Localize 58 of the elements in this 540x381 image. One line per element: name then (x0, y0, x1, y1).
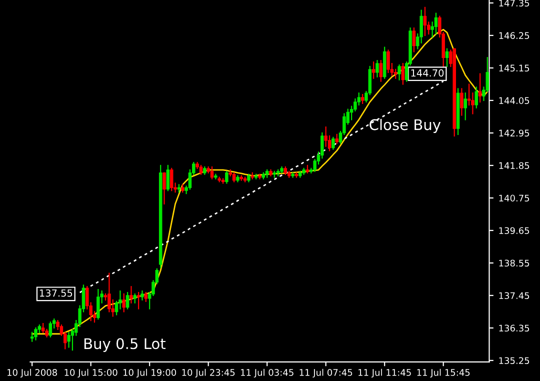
candlestick (474, 86, 478, 108)
candlestick (122, 293, 126, 312)
annotation: 144.70 (411, 69, 444, 77)
y-tick-label: 141.85 (499, 162, 530, 170)
x-tick-label: 10 Jul 19:00 (124, 368, 176, 378)
y-tick-label: 139.65 (499, 227, 530, 234)
x-tick-label: 10 Jul 2008 (8, 368, 58, 378)
y-tick-label: 135.25 (499, 357, 530, 364)
candlestick (162, 172, 166, 204)
candlestick (166, 164, 170, 192)
y-tick-label: 140.75 (499, 194, 530, 202)
candlestick (291, 172, 294, 178)
candlestick (258, 174, 262, 180)
candlestick (445, 48, 449, 68)
candlestick (376, 60, 379, 78)
x-tick-label: 10 Jul 23:45 (182, 368, 235, 378)
y-tick-label: 146.25 (499, 32, 530, 40)
x-tick-label: 10 Jul 15:00 (64, 368, 118, 378)
candlestick (48, 322, 52, 338)
candlestick (464, 92, 468, 120)
y-tick-label: 142.95 (499, 130, 530, 137)
annotation: 137.55 (40, 289, 72, 297)
candlestick (210, 166, 214, 180)
candlestick (386, 50, 390, 73)
candlestick (478, 73, 482, 102)
annotation: Close Buy (370, 118, 441, 134)
candlestick (170, 168, 174, 192)
y-tick-label: 144.05 (499, 97, 530, 104)
annotation: Buy 0.5 Lot (84, 338, 166, 352)
candlestick (372, 61, 376, 79)
candlestick (412, 28, 416, 52)
candlestick (401, 62, 405, 85)
candlestick (136, 292, 140, 310)
y-tick-label: 145.15 (499, 64, 530, 72)
candlestick (332, 136, 335, 150)
y-tick-label: 136.35 (499, 324, 530, 332)
candlestick (225, 170, 228, 184)
x-tick-label: 11 Jul 15:45 (417, 368, 470, 378)
candlestick (324, 126, 328, 147)
candlestick (126, 292, 130, 310)
candlestick (34, 327, 38, 340)
candlestick (460, 88, 464, 116)
y-tick-label: 137.45 (499, 292, 530, 300)
candlestick (236, 175, 240, 182)
candlestick (434, 12, 438, 35)
candlestick (108, 272, 111, 312)
x-tick-label: 11 Jul 03:45 (241, 368, 294, 378)
x-tick-label: 11 Jul 11:45 (358, 368, 411, 378)
x-tick-label: 11 Jul 07:45 (300, 368, 352, 378)
y-tick-label: 138.55 (499, 260, 530, 267)
candlestick (130, 286, 133, 304)
candlestick (140, 290, 144, 300)
candlestick (96, 289, 100, 320)
y-tick-label: 147.35 (499, 0, 530, 7)
candlestick (67, 332, 70, 348)
candlestick (398, 64, 401, 80)
candlestick (379, 60, 383, 82)
candlestick (423, 6, 427, 36)
